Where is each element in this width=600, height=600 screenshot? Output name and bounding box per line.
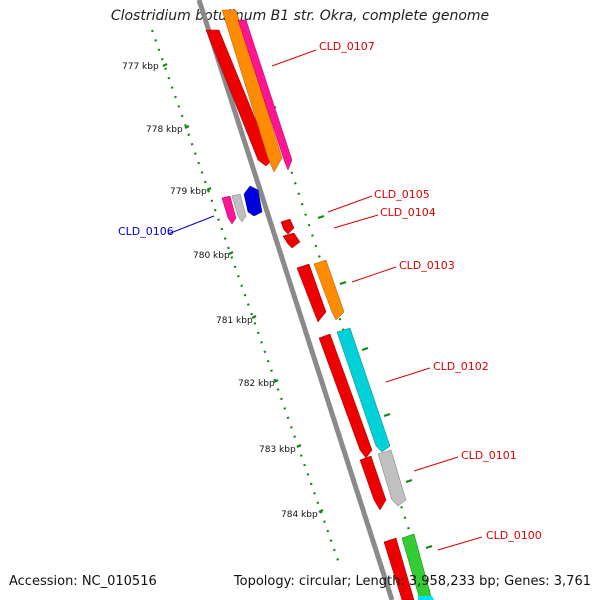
tick-mark bbox=[251, 315, 257, 319]
connector-cld-0107 bbox=[271, 49, 317, 67]
gene-arrow bbox=[383, 537, 415, 600]
gene-label-cld-0107[interactable]: CLD_0107 bbox=[319, 40, 375, 53]
tick-labels: 777 kbp 778 kbp 779 kbp 780 kbp 781 kbp … bbox=[122, 62, 318, 520]
tick-mark bbox=[206, 187, 212, 191]
connector-cld-0101 bbox=[413, 456, 459, 472]
tick-label: 782 kbp bbox=[238, 379, 275, 389]
gene-arrow bbox=[296, 263, 327, 323]
tick-label: 780 kbp bbox=[193, 251, 230, 261]
tick-mark bbox=[339, 280, 347, 286]
gene-arrow bbox=[221, 9, 283, 173]
gene-arrow bbox=[418, 596, 434, 600]
gene-cld-0100[interactable] bbox=[383, 533, 434, 600]
gene-cld-0105[interactable] bbox=[280, 218, 295, 235]
gene-label-cld-0105[interactable]: CLD_0105 bbox=[374, 188, 430, 201]
gene-labels: CLD_0107 CLD_0105 CLD_0104 CLD_0103 CLD_… bbox=[118, 40, 542, 542]
connector-cld-0103 bbox=[351, 266, 397, 283]
gene-label-cld-0100[interactable]: CLD_0100 bbox=[486, 529, 542, 542]
gene-cld-0101[interactable] bbox=[359, 449, 407, 511]
gene-arrow bbox=[336, 327, 391, 453]
gene-arrow bbox=[231, 193, 247, 223]
connector-cld-0100 bbox=[437, 536, 483, 551]
gene-arrow bbox=[243, 185, 263, 217]
tick-mark bbox=[296, 444, 302, 448]
connector-cld-0104 bbox=[333, 214, 379, 229]
tick-mark bbox=[405, 478, 413, 484]
tick-label: 784 kbp bbox=[281, 510, 318, 520]
tick-mark bbox=[425, 544, 433, 550]
gene-cld-0103[interactable] bbox=[296, 259, 345, 323]
gene-cld-0102[interactable] bbox=[318, 327, 391, 459]
gene-arrow bbox=[221, 195, 237, 225]
gene-label-cld-0104[interactable]: CLD_0104 bbox=[380, 206, 436, 219]
accession-text: Accession: NC_010516 bbox=[9, 574, 157, 589]
gene-arrow bbox=[282, 232, 301, 249]
tick-label: 777 kbp bbox=[122, 62, 159, 72]
tick-mark bbox=[184, 125, 190, 129]
gene-arrow bbox=[401, 533, 433, 600]
tick-mark bbox=[228, 251, 234, 255]
connector-cld-0106 bbox=[167, 215, 215, 235]
gene-arrow bbox=[359, 455, 387, 511]
gene-arrow bbox=[318, 333, 373, 459]
gene-label-cld-0103[interactable]: CLD_0103 bbox=[399, 259, 455, 272]
gene-arrow bbox=[377, 449, 407, 507]
outer-ticks bbox=[269, 105, 433, 550]
tick-label: 778 kbp bbox=[146, 125, 183, 135]
connector-cld-0105 bbox=[327, 195, 373, 213]
tick-mark bbox=[383, 412, 391, 418]
gene-arrow bbox=[205, 29, 273, 167]
tick-label: 781 kbp bbox=[216, 316, 253, 326]
tick-mark bbox=[361, 346, 369, 352]
gene-cld-0107[interactable] bbox=[205, 9, 293, 173]
tick-mark bbox=[162, 63, 168, 67]
tick-label: 783 kbp bbox=[259, 445, 296, 455]
topology-text: Topology: circular; Length: 3,958,233 bp… bbox=[233, 574, 591, 589]
tick-mark bbox=[317, 214, 325, 220]
tick-mark bbox=[273, 379, 279, 383]
major-ticks bbox=[162, 63, 324, 513]
gene-arrow bbox=[280, 218, 295, 235]
tick-label: 779 kbp bbox=[170, 187, 207, 197]
gene-label-cld-0101[interactable]: CLD_0101 bbox=[461, 449, 517, 462]
genome-backbone bbox=[196, 0, 395, 600]
gene-cld-0106[interactable] bbox=[221, 185, 263, 225]
gene-cld-0104[interactable] bbox=[282, 232, 301, 249]
gene-label-cld-0106[interactable]: CLD_0106 bbox=[118, 225, 174, 238]
gene-arrow bbox=[313, 259, 345, 321]
tick-mark bbox=[318, 509, 324, 513]
label-connectors bbox=[167, 49, 483, 551]
gene-label-cld-0102[interactable]: CLD_0102 bbox=[433, 360, 489, 373]
connector-cld-0102 bbox=[385, 367, 431, 383]
gene-arrow bbox=[237, 19, 293, 171]
